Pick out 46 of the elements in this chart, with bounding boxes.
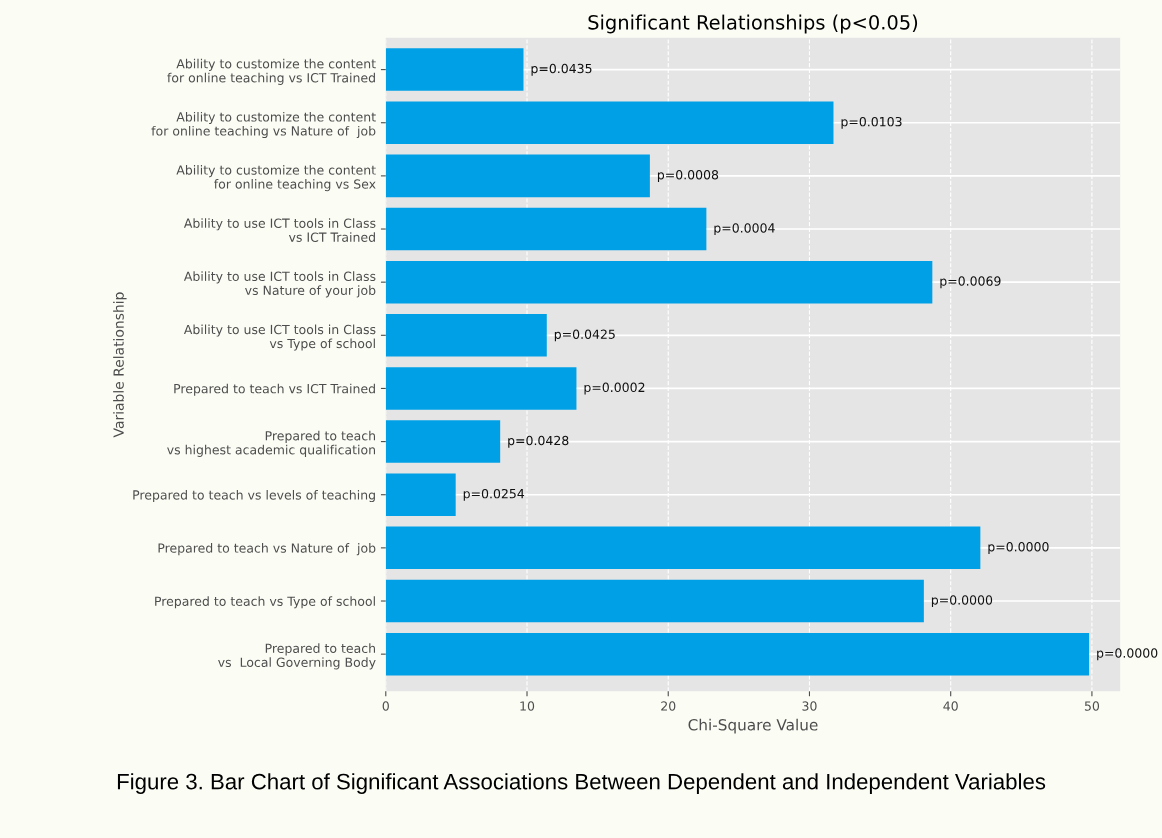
annotation: p=0.0000 [988,542,1049,554]
annotation: p=0.0008 [657,170,719,182]
annotation: p=0.0103 [841,116,902,129]
y-tick-label: Prepared to teach vs ICT Trained [174,383,375,396]
x-tick-label: 30 [802,701,817,711]
annotation: p=0.0254 [463,488,525,501]
y-tick-label: Ability to use ICT tools in Class vs ICT Trained [183,218,376,242]
y-tick-label: Prepared to teach vs Type of school [155,596,375,609]
annotation: p=0.0069 [940,276,1001,289]
y-tick-label: Ability to customize the content for online teaching vs Sex [176,165,376,192]
bar [385,260,933,304]
bar [385,473,456,516]
bar [385,526,981,570]
y-tick-label: Prepared to teach vs Nature of job [158,543,376,556]
caption: Figure 3. Bar Chart of Significant Associations Between Dependent and Independent Variables [117,773,1046,794]
annotation: p=0.0435 [531,63,592,76]
bar [385,367,577,410]
x-tick-label: 50 [1084,701,1100,711]
annotation: p=0.0000 [931,595,993,608]
y-tick-label: Prepared to teach vs levels of teaching [133,489,375,503]
y-tick-label: Ability to use ICT tools in Class vs Type of school [183,324,376,351]
annotation: p=0.0002 [584,382,645,395]
bar [385,632,1090,676]
bar [385,579,924,623]
y-tick-label: Prepared to teach vs highest academic qualification [167,430,375,457]
annotation: p=0.0000 [1097,648,1158,661]
annotation: p=0.0428 [508,435,569,448]
y-axis-title: Variable Relationship [113,292,127,438]
x-tick-label: 40 [943,701,958,711]
bar [385,420,501,463]
x-tick-label: 0 [382,701,389,711]
chart-title: Significant Relationships (p<0.05) [588,14,918,34]
x-tick-label: 10 [520,701,535,711]
x-tick-label: 20 [661,701,676,711]
bar [385,314,547,357]
bar [385,207,707,251]
x-axis-title: Chi-Square Value [688,718,818,734]
y-tick-label: Prepared to teach vs Local Governing Body [218,643,376,670]
annotation: p=0.0425 [554,329,615,342]
bar [385,48,524,91]
annotation: p=0.0004 [714,223,775,236]
y-tick-label: Ability to customize the content for online teaching vs ICT Trained [167,58,376,85]
y-tick-label: Ability to customize the content for online teaching vs Nature of job [151,111,376,139]
bar [385,101,834,144]
bar [385,154,650,198]
y-tick-label: Ability to use ICT tools in Class vs Nature of your job [183,271,376,298]
